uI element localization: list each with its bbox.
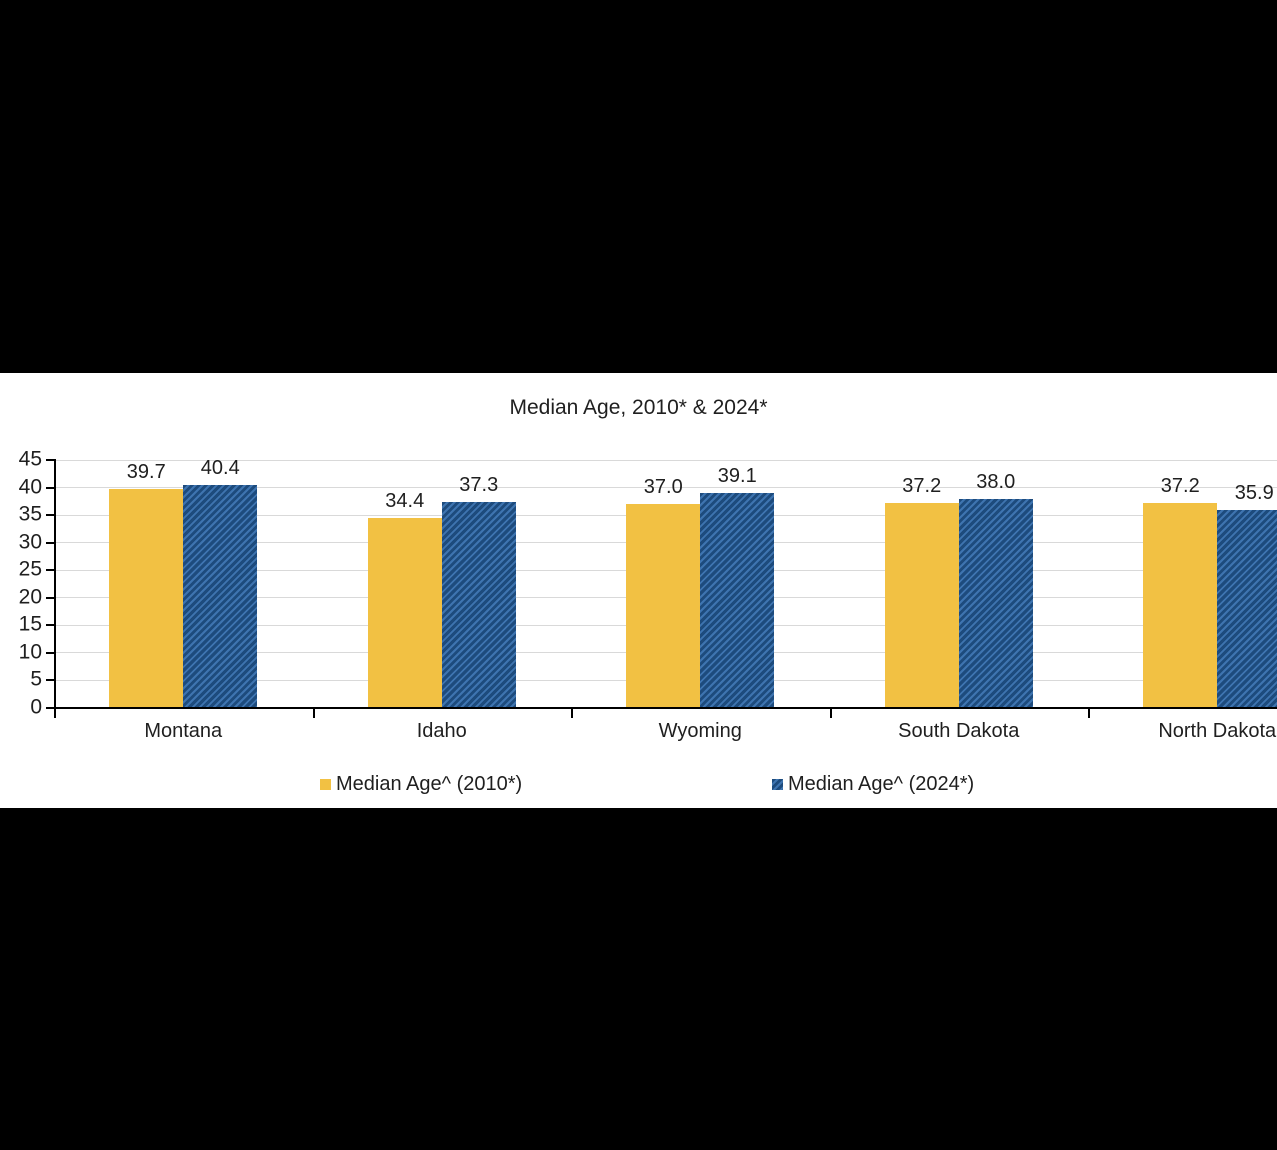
- median-age-chart: Median Age, 2010* & 2024* 0 5 10 15 20 25 30 35…: [0, 373, 1277, 808]
- category-label: North Dakota: [1158, 720, 1277, 742]
- bar-2024-idaho: [441, 502, 516, 708]
- legend-label: Median Age^ (2024*): [788, 772, 975, 795]
- y-axis-tick-label: 15: [18, 612, 42, 636]
- y-axis-tick-label: 0: [30, 695, 42, 719]
- category-label: South Dakota: [898, 720, 1020, 742]
- y-axis-tick-label: 40: [18, 475, 42, 499]
- y-axis-tick: [46, 596, 55, 599]
- y-axis-tick-label: 25: [18, 557, 42, 581]
- bar-value-label: 37.3: [459, 474, 499, 497]
- bar-2010-idaho: [367, 518, 442, 708]
- x-axis-tick: [312, 708, 315, 718]
- bar-2024-south-dakota: [958, 498, 1033, 708]
- x-axis-tick: [571, 708, 573, 718]
- gridline: [55, 459, 1277, 461]
- bar-value-label: 37.2: [1160, 474, 1200, 497]
- bar-2024-north-dakota: [1217, 510, 1277, 708]
- category-label: Idaho: [416, 720, 467, 742]
- bar-2010-montana: [109, 489, 184, 708]
- y-axis-tick: [46, 679, 55, 682]
- legend-label: Median Age^ (2010*): [336, 772, 523, 795]
- bar-value-label: 34.4: [385, 490, 425, 513]
- bar-value-label: 39.7: [126, 461, 166, 484]
- gridline: [55, 487, 1277, 489]
- legend-item-2024: Median Age^ (2024*): [772, 772, 974, 796]
- y-axis-tick-label: 20: [18, 585, 42, 609]
- bar-value-label: 40.4: [200, 457, 240, 480]
- y-axis-tick-label: 35: [18, 502, 42, 526]
- bar-2010-north-dakota: [1143, 502, 1218, 708]
- y-axis-tick: [46, 541, 55, 544]
- x-axis-tick: [829, 708, 832, 718]
- y-axis-tick: [46, 514, 55, 517]
- legend-item-2010: Median Age^ (2010*): [320, 772, 522, 796]
- legend-swatch-2024: [772, 779, 783, 790]
- bar-2010-wyoming: [626, 504, 701, 708]
- y-axis-tick: [46, 624, 55, 627]
- y-axis-line: [54, 459, 56, 718]
- y-axis-tick: [46, 459, 55, 461]
- bar-value-label: 39.1: [717, 464, 757, 487]
- bar-value-label: 35.9: [1234, 482, 1274, 505]
- y-axis-tick-label: 5: [30, 667, 42, 691]
- y-axis-tick-label: 45: [18, 447, 42, 471]
- y-axis-tick: [46, 486, 55, 489]
- y-axis-tick: [46, 651, 55, 654]
- bar-2024-montana: [183, 485, 258, 708]
- y-axis-tick: [46, 569, 55, 572]
- letterbox-top: [0, 0, 1277, 373]
- legend-swatch-2010: [320, 779, 331, 790]
- bar-2010-south-dakota: [884, 502, 959, 708]
- y-axis-tick-label: 10: [18, 640, 42, 664]
- category-label: Wyoming: [658, 720, 742, 742]
- y-axis-tick: [46, 707, 55, 709]
- bar-value-label: 38.0: [976, 470, 1016, 493]
- bar-value-label: 37.2: [902, 474, 942, 497]
- bar-value-label: 37.0: [643, 476, 683, 499]
- category-label: Montana: [144, 720, 223, 742]
- chart-title: Median Age, 2010* & 2024*: [509, 396, 768, 419]
- letterbox-bottom: [0, 808, 1277, 1150]
- x-axis-line: [54, 707, 1277, 709]
- plot-area: 0 5 10 15 20 25 30 35 40 45 39.7 40.4 Montana 34.4 37.…: [0, 373, 1277, 808]
- y-axis-tick-label: 30: [18, 530, 42, 554]
- bar-2024-wyoming: [700, 492, 775, 708]
- x-axis-tick: [1088, 708, 1090, 718]
